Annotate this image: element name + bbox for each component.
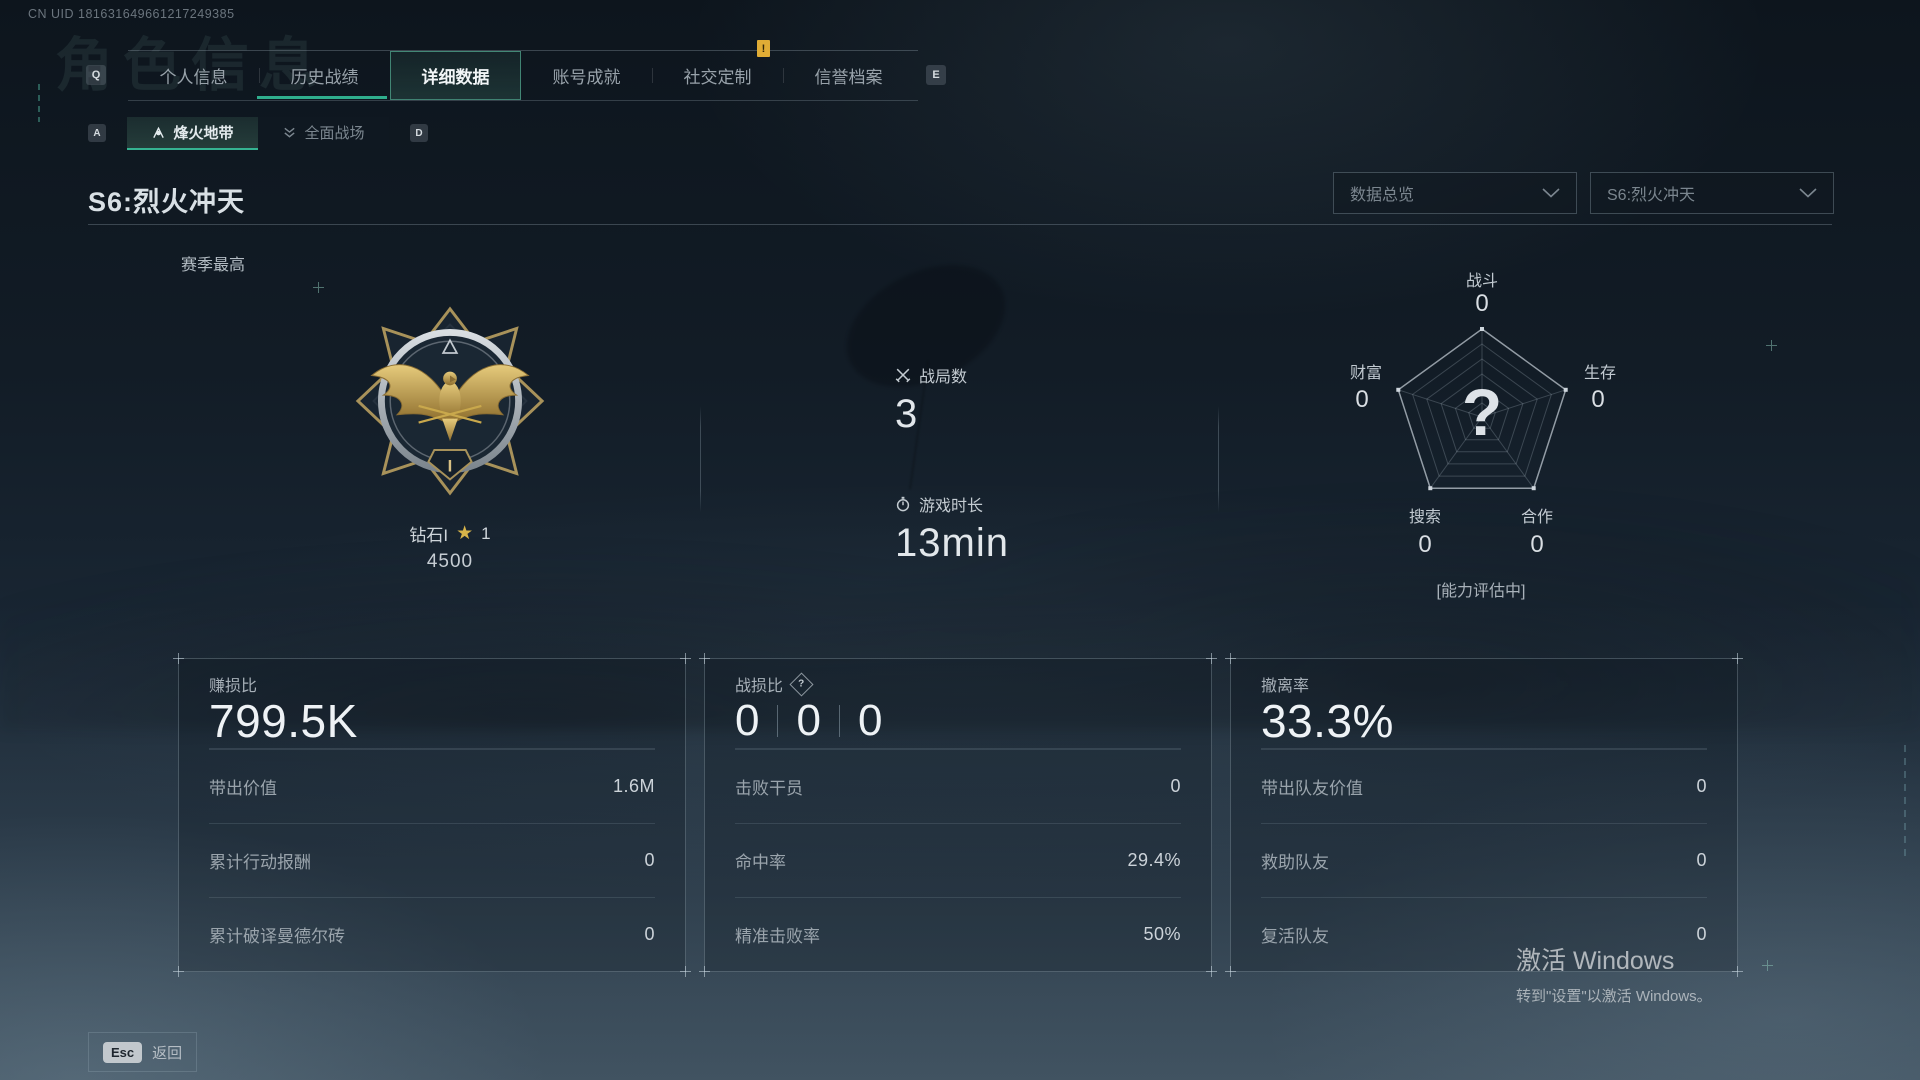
esc-key-icon: Esc [103,1041,143,1063]
key-hint-a: A [88,124,106,142]
ghost-page-title: 角色信息 [55,33,328,98]
stat-row: 带出队友价值 0 [1261,749,1707,823]
rank-star-count: 1 [481,523,491,543]
data-overview-dropdown[interactable]: 数据总览 [1333,172,1577,214]
radar-value-search: 0 [1418,531,1432,558]
tab-reputation-file[interactable]: 信誉档案 [783,51,914,100]
extraction-rate-card: 撤离率 33.3% 带出队友价值 0 救助队友 0 复活队友 0 [1225,653,1743,977]
kd-triple-value: 0 0 0 [735,696,883,745]
section-divider [1218,406,1219,512]
chevrons-down-icon [284,127,296,138]
subtab-hazard-zone[interactable]: 烽火地带 [127,117,258,150]
player-uid: CN UID 181631649661217249385 [28,7,235,21]
stat-row: 累计破译曼德尔砖 0 [209,897,655,971]
star-icon: ★ [456,523,474,544]
back-button[interactable]: Esc 返回 [88,1032,198,1072]
season-select-dropdown[interactable]: S6:烈火冲天 [1590,172,1834,214]
subtab-label: 烽火地带 [173,125,234,142]
matches-stat: 战局数 3 [895,363,967,437]
radar-value-cooperation: 0 [1530,531,1544,558]
matches-label: 战局数 [919,369,968,386]
section-divider [700,406,701,512]
tab-detailed-data[interactable]: 详细数据 [390,51,521,100]
kd-ratio-card: 战损比 ? 0 0 0 击败干员 0 命中率 29.4% 精准击败率 50% [699,653,1217,977]
mode-sub-tabs: 烽火地带 全面战场 [127,117,389,150]
stat-row: 累计行动报酬 0 [209,823,655,897]
crossed-swords-icon [895,368,911,383]
main-tab-bar: 个人信息 历史战绩 详细数据 账号成就 社交定制 信誉档案 [128,50,918,101]
crosshair-decoration [1766,340,1777,351]
rank-points: 4500 [426,551,474,572]
rank-tier: 钻石I [409,526,449,545]
back-label: 返回 [152,1044,183,1062]
stat-row: 精准击败率 50% [735,897,1181,971]
key-hint-e: E [926,65,946,85]
stat-row: 救助队友 0 [1261,823,1707,897]
radar-unknown-symbol: ? [1461,375,1503,449]
value-separator [838,705,840,738]
radar-axis-combat: 战斗 [1465,273,1499,290]
subtab-label: 全面战场 [304,125,365,142]
playtime-value: 13min [895,521,1009,565]
stat-row: 带出价值 1.6M [209,749,655,823]
season-title: S6:烈火冲天 [88,187,246,217]
dropdown-value: 数据总览 [1350,187,1415,204]
beacon-icon [153,126,165,138]
dropdown-value: S6:烈火冲天 [1607,187,1696,204]
radar-axis-wealth: 财富 [1349,365,1383,382]
key-hint-q: Q [86,65,106,85]
tab-personal-info[interactable]: 个人信息 [159,68,228,87]
rank-medal: I [355,306,545,496]
rank-line: 钻石I ★ 1 [409,521,490,546]
background-fog [0,600,1920,1080]
rank-tier-numeral: I [448,457,453,476]
stat-row: 命中率 29.4% [735,823,1181,897]
radar-axis-search: 搜索 [1408,509,1442,526]
radar-axis-survival: 生存 [1583,365,1617,382]
playtime-label: 游戏时长 [919,498,984,515]
edge-decoration [1904,745,1906,860]
crosshair-decoration [313,282,324,293]
playtime-stat: 游戏时长 13min [895,492,1009,566]
card-big-value: 33.3% [1261,695,1394,747]
radar-value-combat: 0 [1475,290,1489,317]
stopwatch-icon [896,496,910,512]
radar-axis-cooperation: 合作 [1520,509,1554,526]
profit-loss-card: 赚损比 799.5K 带出价值 1.6M 累计行动报酬 0 累计破译曼德尔砖 0 [173,653,691,977]
chevron-down-icon [1542,188,1560,198]
season-best-label: 赛季最高 [181,257,246,274]
card-title: 赚损比 [209,678,258,695]
windows-activation-watermark: 激活 Windows 转到"设置"以激活 Windows。 [1516,947,1712,1005]
active-tab-underline [257,96,387,99]
card-title: 战损比 [735,678,784,695]
stat-row: 复活队友 0 [1261,897,1707,971]
radar-value-survival: 0 [1591,386,1605,413]
radar-value-wealth: 0 [1355,386,1369,413]
crosshair-decoration [1762,960,1773,971]
edge-decoration [38,84,40,122]
title-divider [88,224,1832,225]
card-title: 撤离率 [1261,678,1310,695]
stat-row: 击败干员 0 [735,749,1181,823]
value-separator [777,705,779,738]
tab-account-achievements[interactable]: 账号成就 [552,68,621,87]
key-hint-d: D [410,124,428,142]
alert-badge: ! [757,40,770,57]
card-big-value: 799.5K [209,695,358,747]
tab-social-customization[interactable]: 社交定制 [652,51,783,100]
subtab-warfare[interactable]: 全面战场 [258,117,389,148]
tab-match-history[interactable]: 历史战绩 [259,51,390,100]
radar-status: [能力评估中] [1436,583,1526,600]
background-mountains [0,430,1920,730]
ability-radar-chart [1396,327,1568,491]
chevron-down-icon [1799,188,1817,198]
help-icon[interactable]: ? [789,671,814,697]
matches-value: 3 [895,392,919,436]
